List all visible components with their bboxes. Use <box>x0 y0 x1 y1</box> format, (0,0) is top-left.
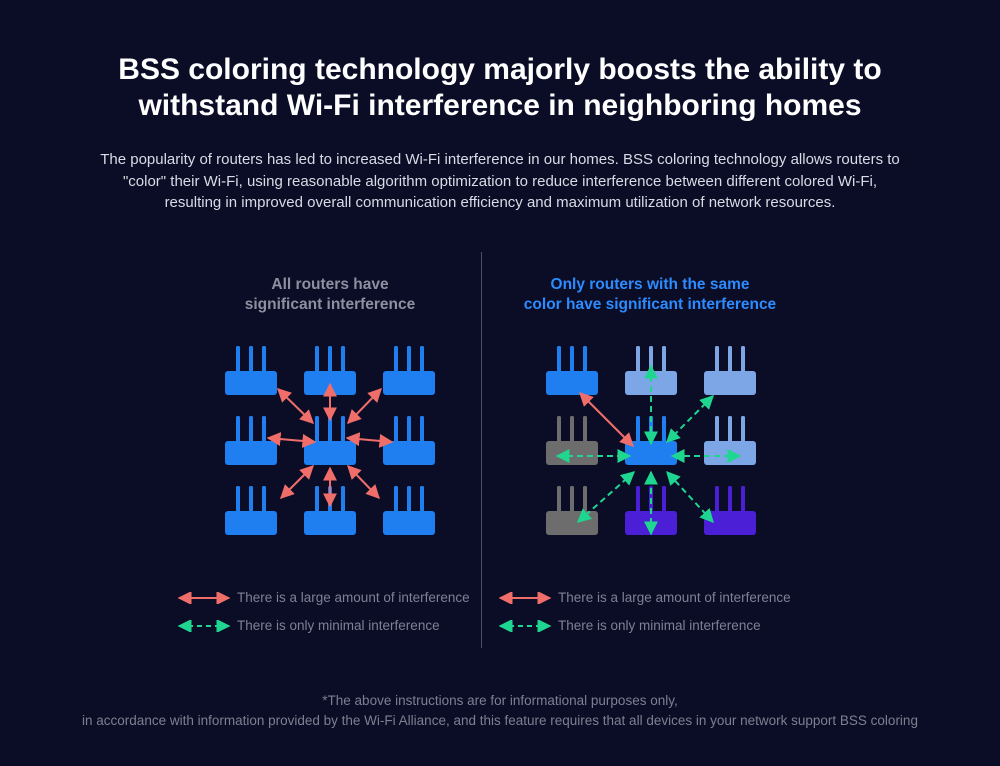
title-line-2: withstand Wi-Fi interference in neighbor… <box>138 89 862 122</box>
title-line-1: BSS coloring technology majorly boosts t… <box>118 53 882 86</box>
router-icon <box>304 416 356 465</box>
large-interference-arrow <box>280 465 314 499</box>
minimal-interference-arrow <box>666 395 714 443</box>
large-interference-arrow <box>347 464 380 500</box>
right-legend-large-label: There is a large amount of interference <box>558 590 791 605</box>
large-interference-arrow <box>579 392 634 447</box>
description-line-2: "color" their Wi-Fi, using reasonable al… <box>122 172 878 190</box>
right-heading-line-2: color have significant interference <box>523 296 777 313</box>
router-icon <box>383 486 435 535</box>
right-heading-line-1: Only routers with the same <box>550 276 750 293</box>
panel-divider <box>481 252 482 648</box>
large-interference-arrow <box>345 432 394 448</box>
large-interference-arrow-icon <box>498 592 552 604</box>
left-router-grid <box>225 346 435 535</box>
left-heading-line-2: significant interference <box>244 296 416 313</box>
right-panel-heading: Only routers with the same color have si… <box>490 275 810 315</box>
description-line-3: resulting in improved overall communicat… <box>164 194 836 211</box>
right-legend-minimal: There is only minimal interference <box>497 617 761 635</box>
large-interference-arrow <box>276 388 315 424</box>
left-interference-arrows <box>266 382 394 508</box>
left-legend-minimal-label: There is only minimal interference <box>237 618 440 633</box>
router-icon <box>546 486 598 535</box>
router-icon <box>225 486 277 535</box>
page-title: BSS coloring technology majorly boosts t… <box>0 52 1000 124</box>
left-legend-large-label: There is a large amount of interference <box>237 590 470 605</box>
left-heading-line-1: All routers have <box>271 276 389 293</box>
footnote-line-1: *The above instructions are for informat… <box>322 693 678 708</box>
router-icon <box>546 346 598 395</box>
router-icon <box>383 346 435 395</box>
description: The popularity of routers has led to inc… <box>30 149 970 214</box>
minimal-interference-arrow-icon <box>498 620 552 632</box>
left-legend-large: There is a large amount of interference <box>176 589 470 607</box>
minimal-interference-arrow <box>576 471 636 523</box>
minimal-interference-arrow <box>666 470 714 524</box>
right-legend-large: There is a large amount of interference <box>497 589 791 607</box>
router-icon <box>546 416 598 465</box>
footnote: *The above instructions are for informat… <box>0 691 1000 731</box>
router-icon <box>225 416 277 465</box>
large-interference-arrow <box>347 387 382 425</box>
router-icon <box>704 416 756 465</box>
left-legend-minimal: There is only minimal interference <box>176 617 440 635</box>
router-icon <box>225 346 277 395</box>
right-legend-minimal-label: There is only minimal interference <box>558 618 761 633</box>
large-interference-arrow-icon <box>177 592 231 604</box>
router-icon <box>704 486 756 535</box>
minimal-interference-arrow-icon <box>177 620 231 632</box>
router-icon <box>383 416 435 465</box>
router-icon <box>625 416 677 465</box>
right-interference-arrows <box>555 364 742 536</box>
router-icon <box>704 346 756 395</box>
description-line-1: The popularity of routers has led to inc… <box>100 151 900 168</box>
large-interference-arrow <box>266 432 317 448</box>
footnote-line-2: in accordance with information provided … <box>82 713 918 728</box>
left-panel-heading: All routers have significant interferenc… <box>170 275 490 315</box>
